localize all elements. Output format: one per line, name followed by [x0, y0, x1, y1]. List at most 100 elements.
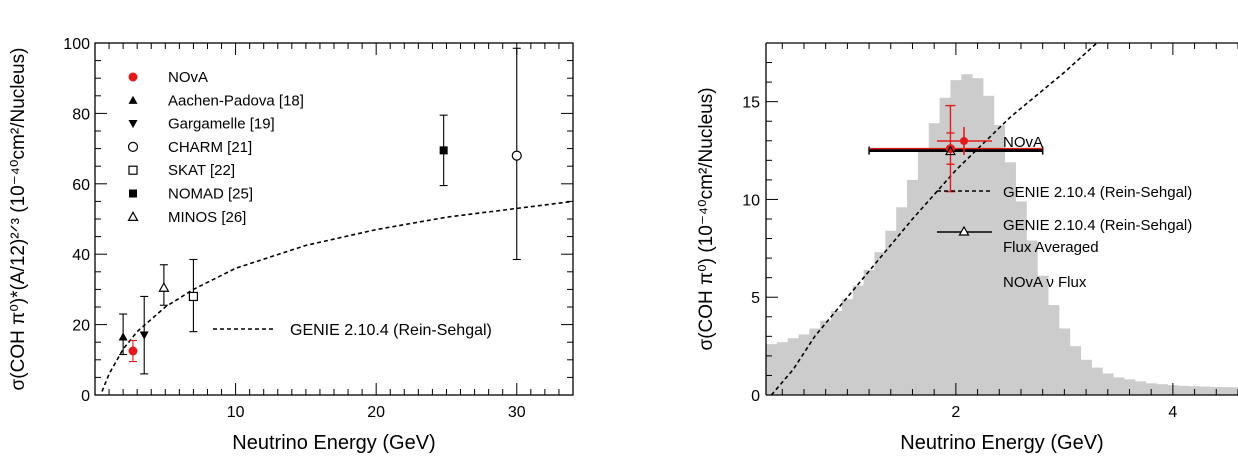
- left-y-axis-label: σ(COH π⁰)*(A/12)²ᐟ³ (10⁻⁴⁰cm²/Nucleus): [8, 48, 29, 391]
- flux-bin: [885, 230, 897, 395]
- flux-bin: [950, 80, 962, 395]
- left-x-tick-label: 30: [508, 404, 526, 421]
- flux-bin: [787, 338, 799, 395]
- left-x-tick-label: 20: [367, 404, 385, 421]
- right-y-tick-label: 0: [751, 388, 760, 405]
- left-plot-frame: [94, 42, 574, 396]
- flux-bin: [907, 179, 919, 395]
- left-curve-legend: GENIE 2.10.4 (Rein-Sehgal): [213, 322, 492, 339]
- flux-bin: [1004, 162, 1016, 395]
- right-x-tick-label: 4: [1168, 404, 1177, 421]
- left-x-tick-label: 10: [227, 404, 245, 421]
- flux-bin: [1091, 367, 1103, 395]
- left-point-marker: [139, 331, 149, 340]
- left-point-marker: [439, 146, 448, 155]
- left-y-tick-label: 60: [72, 177, 90, 194]
- right-legend-genie-label: GENIE 2.10.4 (Rein-Sehgal): [1003, 184, 1192, 201]
- flux-bin: [1200, 386, 1212, 395]
- flux-bin: [983, 95, 995, 395]
- right-legend-flux-label: NOvA ν Flux: [1003, 274, 1087, 291]
- flux-bin: [863, 269, 875, 395]
- flux-bin: [831, 310, 843, 395]
- right-genie-curve: [770, 43, 1098, 395]
- left-point-marker: [511, 150, 522, 161]
- flux-bin: [1156, 384, 1168, 395]
- right-tick-labels: 2468051015: [742, 95, 1177, 421]
- right-panel: 2468051015 NOvA GENIE 2.10.4 (Rein-Sehga…: [696, 42, 1238, 454]
- right-legend-genie-curve: GENIE 2.10.4 (Rein-Sehgal): [937, 184, 1192, 201]
- left-legend-marker: [127, 211, 139, 221]
- flux-bin: [809, 328, 821, 395]
- left-legend-marker: [127, 141, 139, 152]
- left-legend-marker: [128, 120, 138, 129]
- left-legend-label: SKAT [22]: [168, 162, 235, 179]
- flux-bin: [1102, 373, 1114, 395]
- flux-bin: [766, 344, 778, 395]
- flux-bin: [1058, 328, 1071, 395]
- flux-bin: [1178, 385, 1190, 395]
- left-legend-marker: [128, 95, 138, 104]
- right-y-tick-label: 10: [742, 192, 760, 209]
- left-legend-marker: [128, 165, 138, 175]
- flux-bin: [972, 78, 984, 395]
- left-point-marker: [158, 281, 170, 292]
- flux-bin: [928, 123, 940, 395]
- right-legend-flux: NOvA ν Flux: [937, 264, 1087, 296]
- flux-bin: [1221, 387, 1233, 395]
- flux-bin: [939, 97, 951, 395]
- flux-bin: [993, 125, 1006, 395]
- right-legend-flux-avg-marker: [958, 225, 970, 236]
- left-genie-curve: [101, 200, 574, 392]
- left-legend-label: NOvA: [168, 69, 208, 86]
- left-legend-marker: [129, 189, 137, 198]
- flux-bin: [1232, 387, 1238, 395]
- left-legend-label: MINOS [26]: [168, 209, 246, 226]
- left-axis-ticks: [95, 42, 573, 396]
- flux-bin: [798, 334, 810, 395]
- right-y-tick-label: 15: [742, 95, 760, 112]
- left-legend: NOvA Aachen-Padova [18] Gargamelle [19] CHA…: [127, 69, 304, 226]
- flux-bin: [1080, 359, 1092, 395]
- left-legend-marker: [128, 72, 138, 82]
- flux-bin: [776, 342, 789, 395]
- right-x-tick-label: 2: [951, 404, 960, 421]
- flux-bin: [917, 150, 930, 395]
- right-legend-nova-marker: [960, 137, 968, 145]
- flux-bin: [1015, 201, 1027, 395]
- left-legend-label: Aachen-Padova [18]: [168, 92, 304, 109]
- flux-bin: [874, 252, 886, 395]
- right-flux-histogram: [766, 74, 1238, 395]
- flux-averaged-marker: [945, 145, 956, 156]
- flux-bin: [1048, 305, 1060, 395]
- left-x-axis-label: Neutrino Energy (GeV): [232, 432, 435, 454]
- flux-bin: [820, 320, 832, 395]
- left-point-marker: [188, 291, 199, 302]
- left-legend-label: Gargamelle [19]: [168, 116, 275, 133]
- left-curve-legend-label: GENIE 2.10.4 (Rein-Sehgal): [290, 322, 492, 339]
- left-y-tick-label: 40: [72, 247, 90, 264]
- flux-bin: [1026, 240, 1038, 395]
- right-legend-flux-swatch: [937, 264, 992, 296]
- flux-bin: [896, 207, 908, 395]
- right-x-axis-label: Neutrino Energy (GeV): [900, 432, 1103, 454]
- right-legend-nova: NOvA: [937, 127, 1043, 155]
- left-point-marker: [128, 346, 138, 356]
- right-legend-flux-avg-label-2: Flux Averaged: [1003, 239, 1099, 256]
- flux-bin: [1124, 379, 1136, 395]
- flux-bin: [852, 285, 865, 395]
- right-legend-flux-averaged: GENIE 2.10.4 (Rein-Sehgal) Flux Averaged: [937, 217, 1192, 256]
- left-data-points: [118, 47, 522, 375]
- left-panel: 10 20 30 0 20 40 60 80 100 NOvA Aachen-Padova [18…: [8, 36, 574, 454]
- left-tick-labels: 10 20 30 0 20 40 60 80 100: [63, 36, 525, 421]
- left-y-tick-label: 100: [63, 36, 90, 53]
- right-legend-nova-label: NOvA: [1003, 134, 1043, 151]
- left-point-marker: [118, 332, 128, 341]
- flux-bin: [1069, 346, 1082, 395]
- left-legend-label: CHARM [21]: [168, 139, 252, 156]
- left-y-tick-label: 0: [81, 388, 90, 405]
- flux-bin: [841, 299, 854, 395]
- flux-bin: [1037, 275, 1049, 395]
- left-y-tick-label: 80: [72, 106, 90, 123]
- right-legend: NOvA GENIE 2.10.4 (Rein-Sehgal) GENIE 2.…: [937, 127, 1192, 296]
